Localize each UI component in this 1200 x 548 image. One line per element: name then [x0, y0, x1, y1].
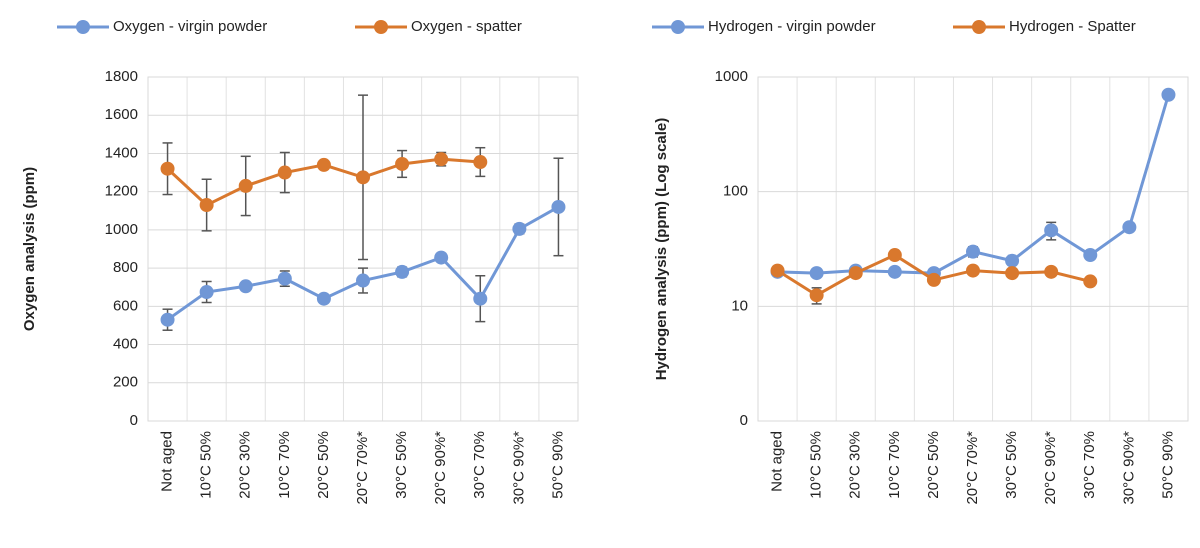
x-tick-label: 10°C 50%: [808, 431, 825, 499]
point: [199, 285, 214, 299]
point: [277, 271, 292, 286]
point: [1083, 274, 1098, 289]
x-tick-label: Not aged: [159, 431, 176, 492]
legend-label: Oxygen - spatter: [411, 18, 522, 35]
x-tick-label: 20°C 50%: [315, 431, 332, 499]
y-tick-label: 800: [113, 259, 138, 276]
y-tick-label: 1400: [105, 144, 138, 161]
x-tick-label: 20°C 70%*: [354, 431, 371, 505]
x-tick-label: 50°C 90%: [1159, 431, 1176, 499]
y-tick-label: 1800: [105, 68, 138, 85]
x-tick-label: 30°C 90%*: [510, 431, 527, 505]
y-tick-label: 1200: [105, 183, 138, 200]
point: [238, 178, 253, 193]
y-tick-label: 1000: [715, 68, 748, 85]
point: [809, 288, 824, 303]
point: [316, 157, 331, 172]
y-axis-label: Oxygen analysis (ppm): [21, 167, 38, 331]
point: [551, 199, 566, 214]
x-tick-label: 20°C 90%*: [1042, 431, 1059, 505]
y-tick-label: 0: [130, 412, 138, 429]
point: [1005, 253, 1020, 268]
point: [434, 250, 449, 265]
point: [512, 221, 527, 236]
x-tick-label: 30°C 70%: [471, 431, 488, 499]
point: [356, 170, 370, 185]
point: [1044, 264, 1059, 279]
point: [926, 272, 941, 287]
point: [770, 263, 785, 278]
legend-marker: [671, 20, 685, 34]
y-tick-label: 1000: [105, 221, 138, 238]
point: [1161, 87, 1176, 102]
legend-label: Hydrogen - virgin powder: [708, 18, 876, 35]
point: [160, 161, 175, 176]
x-tick-label: 30°C 50%: [1003, 431, 1020, 499]
legend-marker: [374, 20, 388, 34]
x-tick-label: 30°C 70%: [1081, 431, 1098, 499]
point: [1122, 220, 1137, 235]
point: [1005, 266, 1020, 281]
y-tick-label: 200: [113, 374, 138, 391]
point: [160, 312, 175, 327]
point: [966, 244, 980, 259]
x-tick-label: 10°C 50%: [198, 431, 215, 499]
point: [887, 248, 902, 263]
y-axis-label: Hydrogen analysis (ppm) (Log scale): [653, 118, 670, 381]
x-tick-label: Not aged: [769, 431, 786, 492]
legend-marker: [972, 20, 986, 34]
x-tick-label: 20°C 90%*: [432, 431, 449, 505]
point: [277, 165, 292, 180]
point: [848, 266, 863, 281]
legend-label: Oxygen - virgin powder: [113, 18, 267, 35]
point: [966, 263, 980, 278]
point: [809, 266, 824, 281]
point: [316, 291, 331, 306]
y-tick-label: 600: [113, 297, 138, 314]
point: [1083, 248, 1098, 263]
x-tick-label: 20°C 30%: [847, 431, 864, 499]
point: [199, 198, 214, 213]
point: [434, 152, 449, 167]
x-tick-label: 10°C 70%: [276, 431, 293, 499]
point: [395, 156, 410, 171]
x-tick-label: 30°C 90%*: [1120, 431, 1137, 505]
x-tick-label: 20°C 30%: [237, 431, 254, 499]
x-tick-label: 30°C 50%: [393, 431, 410, 499]
x-tick-label: 20°C 50%: [925, 431, 942, 499]
point: [395, 264, 410, 279]
point: [473, 291, 488, 306]
legend-label: Hydrogen - Spatter: [1009, 18, 1136, 35]
x-tick-label: 50°C 90%: [549, 431, 566, 499]
y-tick-label: 100: [723, 183, 748, 200]
x-tick-label: 10°C 70%: [886, 431, 903, 499]
y-tick-label: 1600: [105, 106, 138, 123]
y-tick-label: 0: [740, 412, 748, 429]
y-tick-label: 400: [113, 336, 138, 353]
point: [1044, 223, 1059, 238]
legend-marker: [76, 20, 90, 34]
x-tick-label: 20°C 70%*: [964, 431, 981, 505]
point: [238, 279, 253, 294]
y-tick-label: 10: [731, 297, 748, 314]
point: [356, 273, 370, 288]
point: [887, 264, 902, 279]
point: [473, 155, 488, 170]
